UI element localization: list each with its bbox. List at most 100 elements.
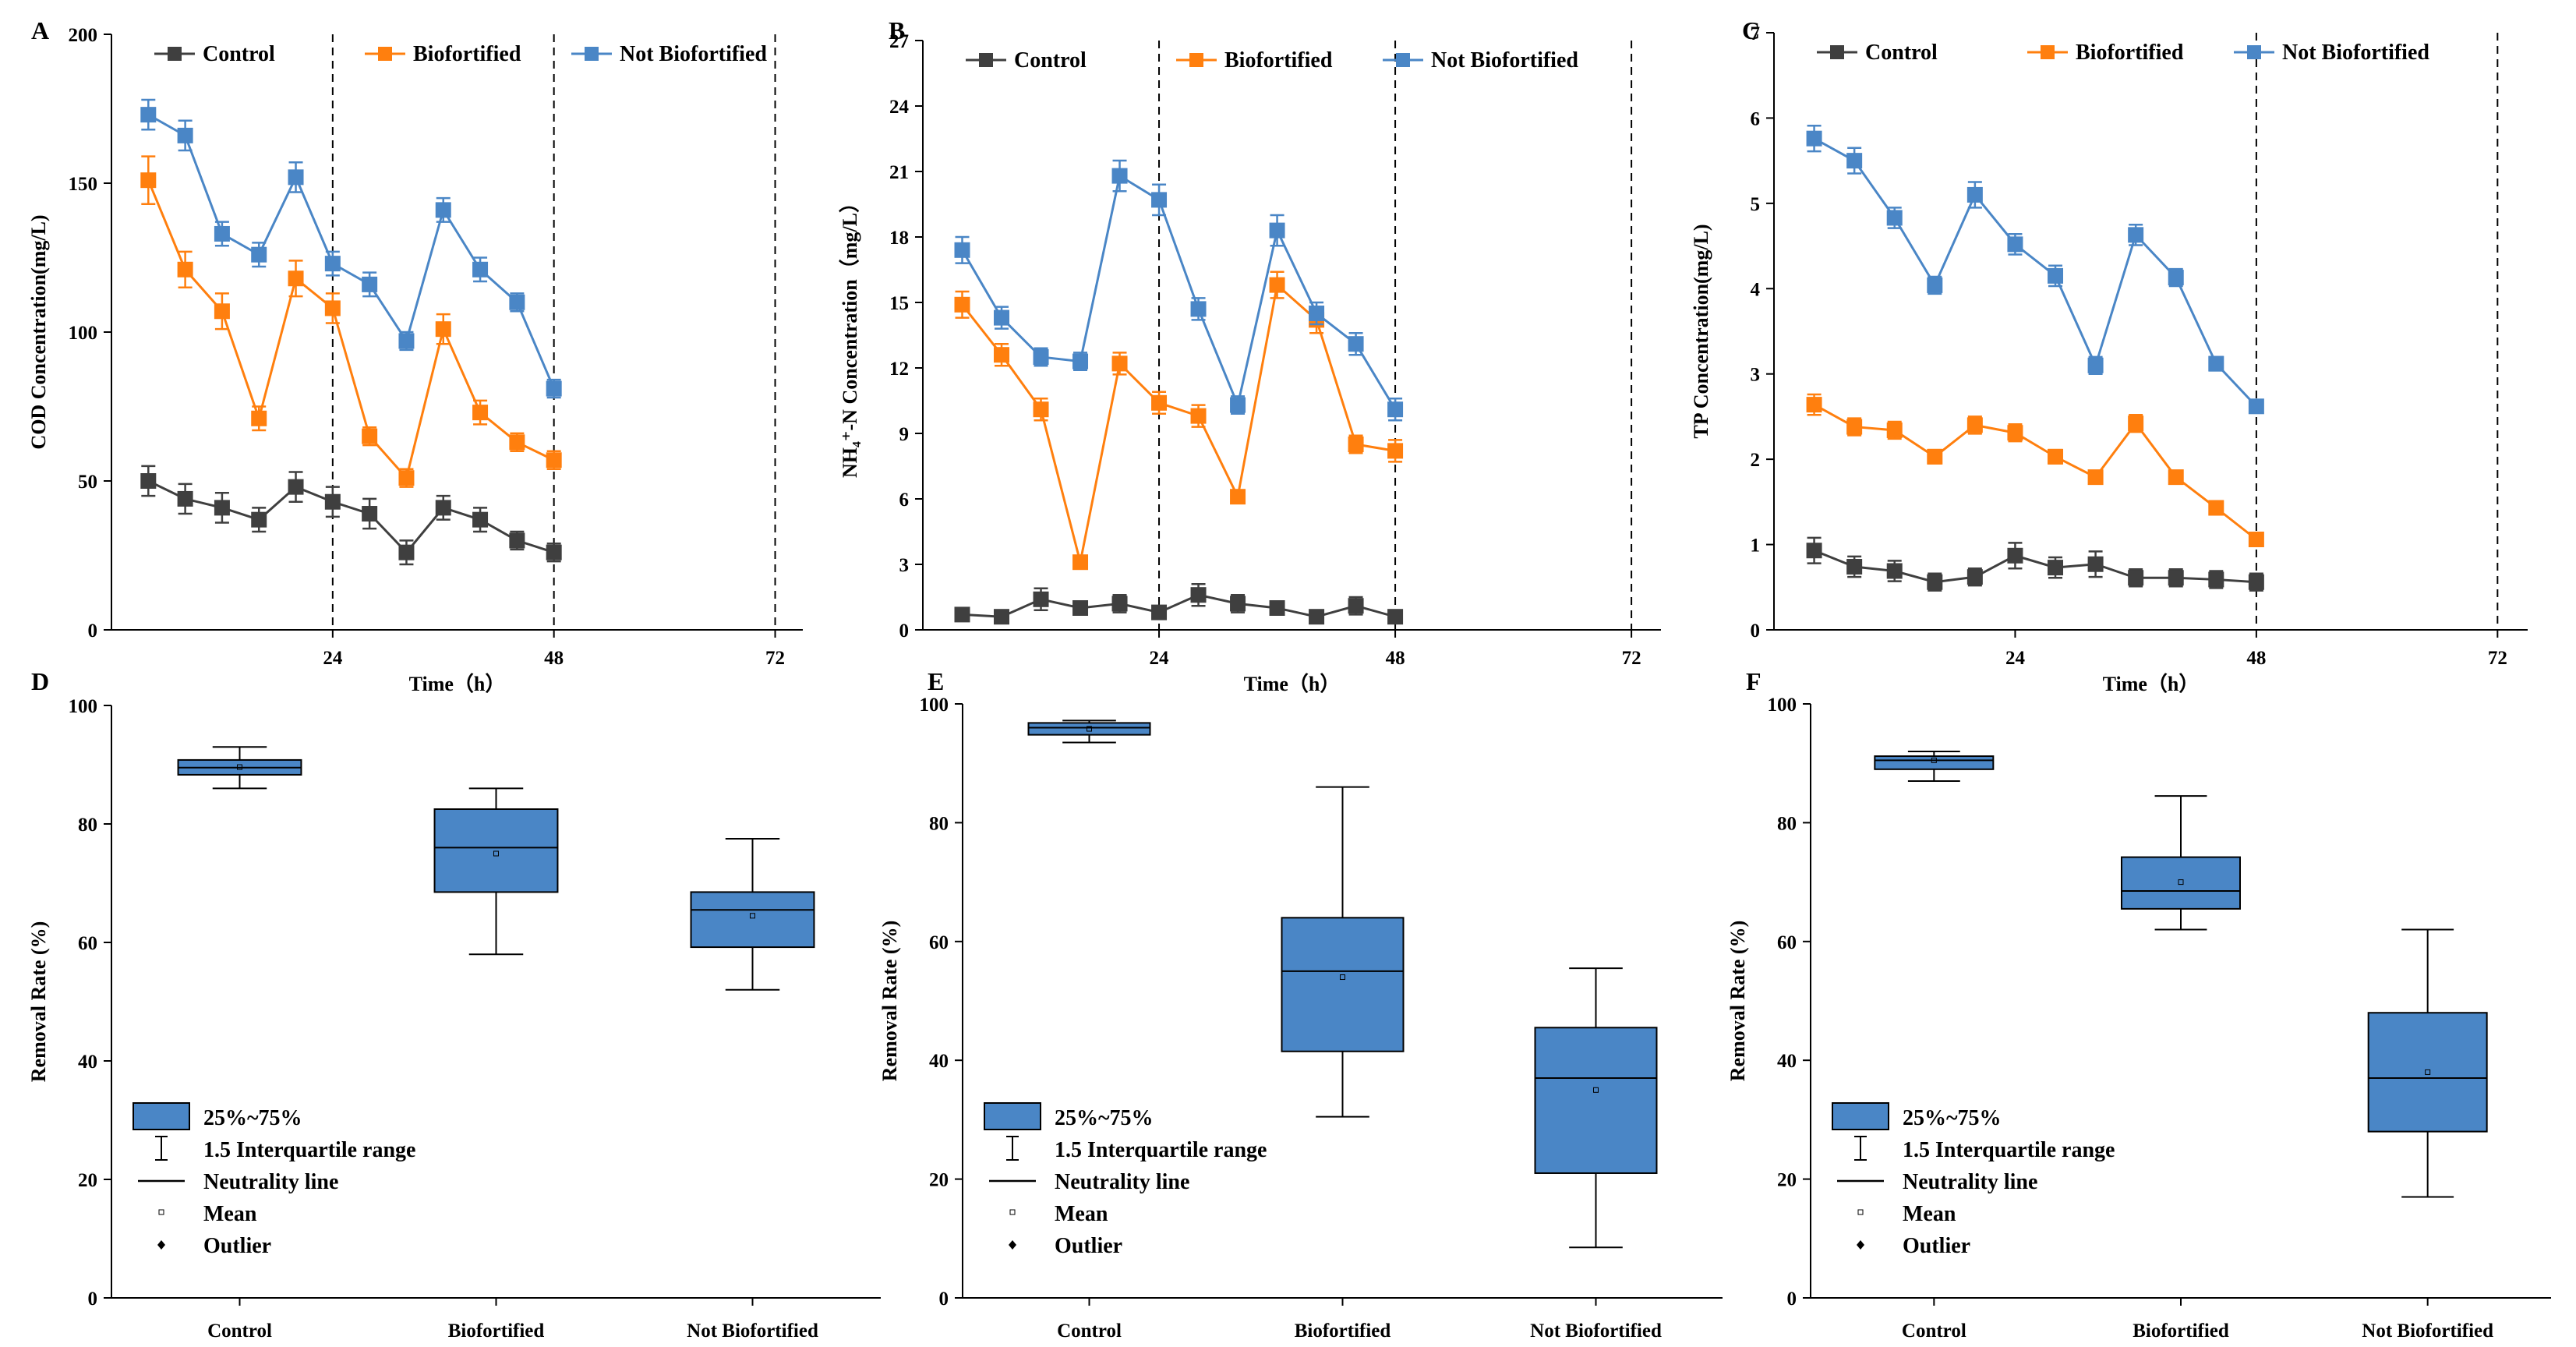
legend-label: Outlier [203,1234,271,1258]
x-tick-label: 48 [1386,648,1405,669]
legend-label: 1.5 Interquartile range [203,1138,415,1162]
data-point [2168,570,2184,586]
y-tick-label: 150 [69,174,98,195]
y-axis-label: TP Concentration(mg/L) [1690,224,1712,438]
data-point [1151,192,1168,208]
data-point [1846,153,1863,169]
y-axis-label: Removal Rate (%) [878,921,901,1082]
data-point [140,107,157,123]
panel-label: D [31,667,49,695]
data-point [1927,448,1943,465]
data-point [2208,571,2224,588]
data-point [288,270,304,287]
data-point [398,470,415,486]
legend-mean-symbol [1009,1209,1016,1215]
data-point [1886,422,1903,438]
data-point [251,511,267,528]
data-point [1309,609,1325,625]
y-tick-label: 100 [69,696,98,717]
data-point [2048,267,2064,284]
series-line [1813,137,2257,408]
series-control [1806,536,2264,592]
y-tick-label: 40 [929,1051,949,1072]
data-point [398,544,415,560]
y-tick-label: 0 [899,620,910,642]
y-tick-label: 0 [88,620,98,642]
legend: 25%~75% 1.5 Interquartile range Neutrality… [984,1102,1267,1258]
legend-mean-symbol [1857,1209,1864,1215]
data-point [1072,600,1089,616]
data-point [1966,186,1983,203]
x-tick-label: Not Biofortified [687,1320,818,1342]
data-point [398,333,415,349]
data-point [288,479,304,495]
y-tick-label: 24 [889,97,910,118]
box-control [177,746,302,790]
data-point [2007,425,2023,441]
legend-label: 25%~75% [1055,1106,1154,1130]
data-point [2248,398,2264,415]
data-point [1806,130,1822,147]
y-tick-label: 1 [1751,536,1761,557]
box-not-biofortified [1534,967,1658,1249]
mean-marker [1931,757,1937,763]
data-point [1846,559,1863,575]
data-point [1033,401,1049,418]
legend-marker [1396,53,1410,67]
panel-e: E 0 20 40 60 80 100 Removal Rate (%) Control Biof… [878,667,1723,1342]
series-line [961,282,1396,563]
data-point [435,321,451,338]
series-biofortified [140,155,562,488]
x-tick-label: 72 [765,648,785,669]
y-tick-label: 20 [929,1170,949,1191]
y-tick-label: 2 [1751,450,1761,471]
data-point [2087,556,2104,572]
data-point [954,296,970,313]
data-point [362,506,378,522]
data-point [362,276,378,292]
y-tick-label: 100 [1768,695,1797,716]
legend: 25%~75% 1.5 Interquartile range Neutrality… [1832,1102,2115,1258]
data-point [2048,448,2064,465]
data-point [1111,355,1128,372]
data-point [1151,394,1168,411]
data-point [2007,236,2023,253]
y-tick-label: 12 [889,359,909,380]
data-point [994,609,1010,625]
data-point [509,434,525,451]
legend-mean-symbol [158,1209,164,1215]
x-axis-label: Time（h） [1244,673,1341,695]
iqr-box [2367,1012,2488,1133]
data-point [288,169,304,186]
x-tick-label: Biofortified [2133,1320,2229,1342]
data-point [1966,569,1983,585]
legend-marker [2041,45,2055,59]
mean-marker [2178,879,2184,886]
legend-label: Neutrality line [203,1170,338,1194]
data-point [1348,598,1364,614]
legend-marker [585,47,599,61]
series-biofortified [1806,393,2264,548]
y-axis-label: Removal Rate (%) [1726,921,1749,1082]
data-point [177,261,193,278]
y-tick-label: 60 [78,933,97,954]
data-point [214,500,230,516]
data-point [1230,489,1246,505]
data-point [435,202,451,218]
y-tick-label: 40 [1777,1051,1797,1072]
y-tick-label: 100 [69,323,98,344]
legend-marker [168,47,182,61]
legend-box-swatch [1832,1102,1889,1130]
x-tick-label: 72 [1622,648,1641,669]
legend-marker [378,47,392,61]
data-point [1806,543,1822,559]
data-point [1151,604,1168,620]
x-tick-label: Control [1902,1320,1966,1342]
legend-label: Not Biofortified [2282,41,2429,65]
data-point [214,303,230,320]
legend-label: Neutrality line [1055,1170,1189,1194]
x-tick-label: Control [207,1320,272,1342]
data-point [177,490,193,507]
box-not-biofortified [2367,928,2488,1198]
series-control [954,582,1404,625]
